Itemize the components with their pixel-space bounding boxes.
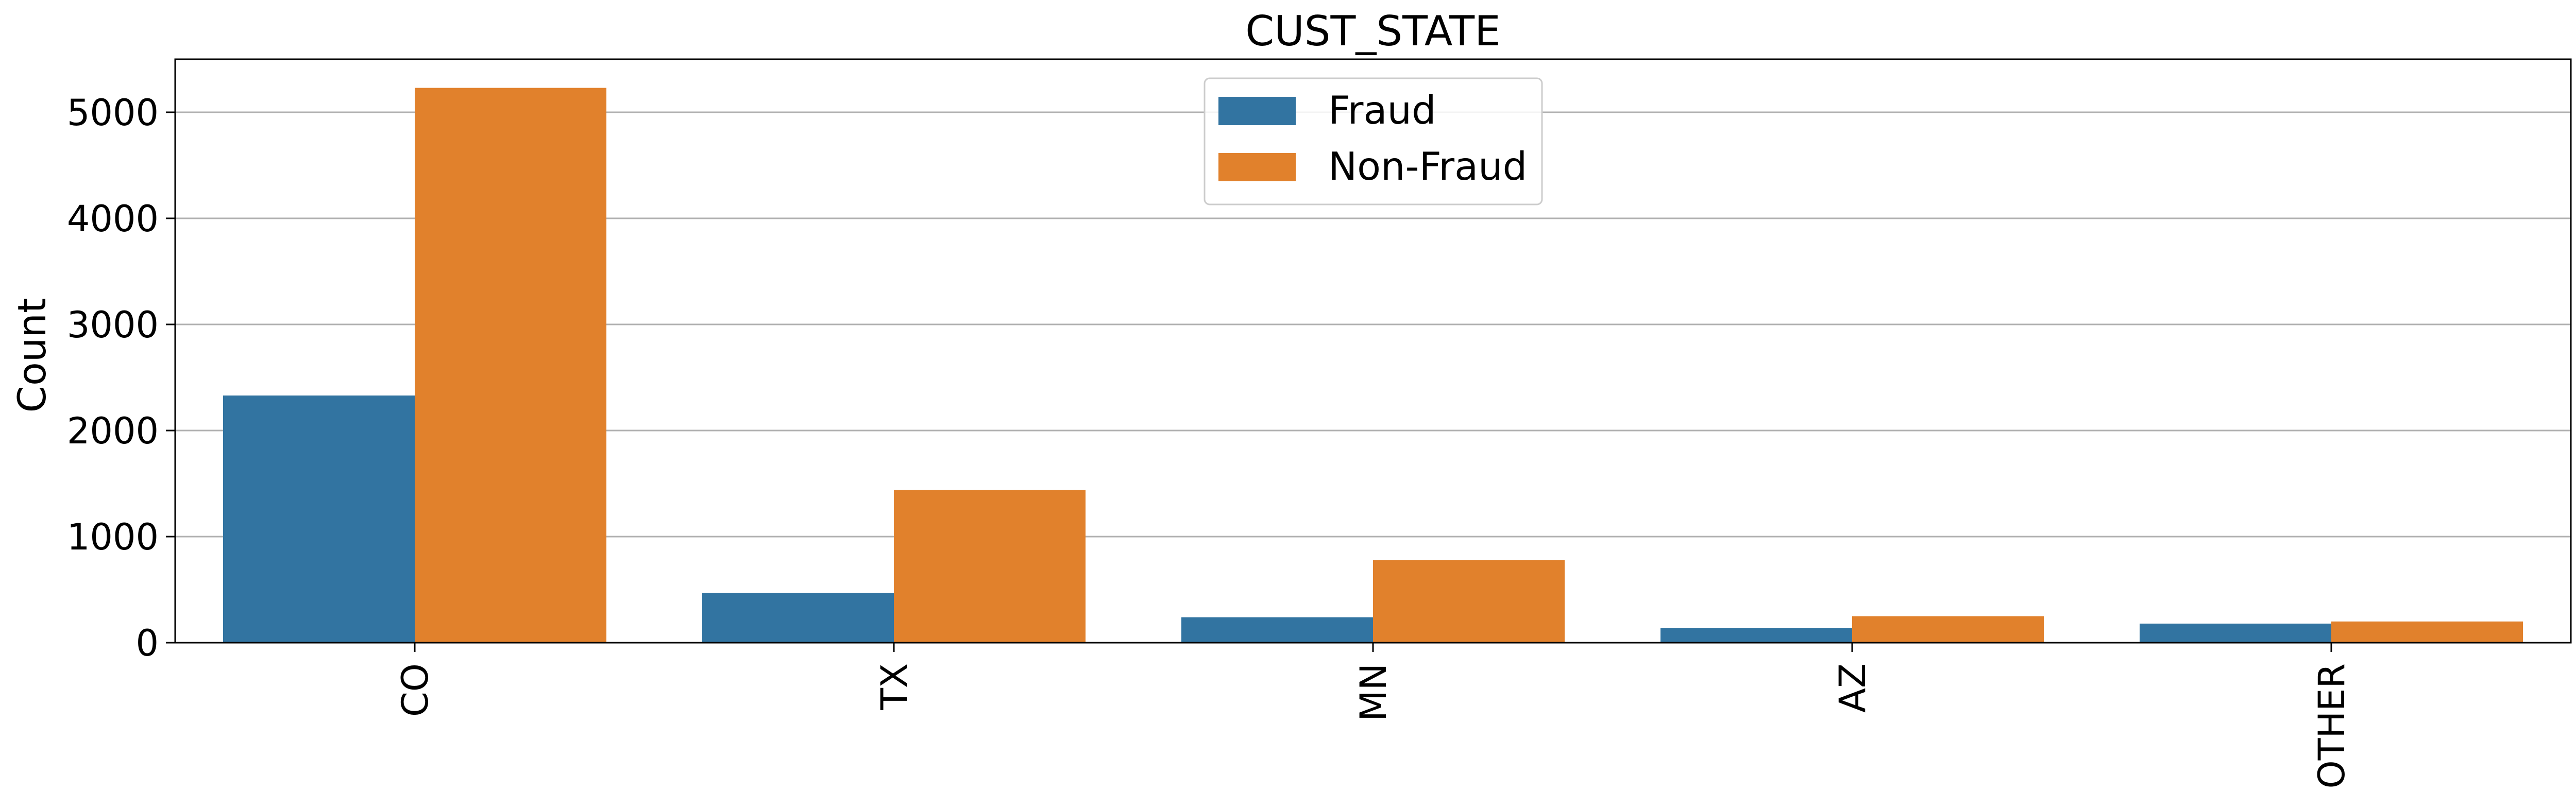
chart-title: CUST_STATE — [1245, 7, 1500, 55]
y-axis-title: Count — [9, 298, 55, 413]
legend-swatch-non-fraud — [1218, 153, 1296, 181]
bar-non-fraud-co — [415, 88, 606, 643]
bar-fraud-co — [223, 396, 415, 643]
x-tick-label-az: AZ — [1832, 663, 1874, 713]
legend: Fraud Non-Fraud — [1204, 77, 1543, 205]
bar-fraud-mn — [1181, 617, 1373, 643]
x-axis: CO TX MN AZ OTHER — [394, 643, 2353, 788]
bars — [223, 88, 2523, 643]
bar-fraud-tx — [702, 593, 894, 643]
legend-label-non-fraud: Non-Fraud — [1328, 144, 1527, 189]
bar-fraud-other — [2140, 623, 2331, 643]
x-tick-label-mn: MN — [1352, 663, 1395, 721]
bar-non-fraud-az — [1852, 616, 2044, 643]
legend-swatch-fraud — [1218, 97, 1296, 125]
y-tick-label-1000: 1000 — [67, 516, 159, 558]
bar-non-fraud-other — [2331, 621, 2523, 643]
y-tick-label-2000: 2000 — [67, 410, 159, 452]
y-tick-label-0: 0 — [135, 622, 159, 664]
x-tick-label-other: OTHER — [2311, 663, 2353, 788]
x-tick-label-tx: TX — [873, 663, 916, 711]
y-tick-label-3000: 3000 — [67, 304, 159, 346]
x-tick-label-co: CO — [394, 663, 436, 717]
bar-fraud-az — [1660, 628, 1852, 643]
y-axis: 0 1000 2000 3000 4000 5000 — [67, 92, 175, 664]
legend-label-fraud: Fraud — [1328, 88, 1436, 133]
y-tick-label-4000: 4000 — [67, 198, 159, 240]
y-tick-label-5000: 5000 — [67, 92, 159, 134]
bar-non-fraud-mn — [1373, 560, 1565, 643]
bar-non-fraud-tx — [894, 490, 1086, 643]
